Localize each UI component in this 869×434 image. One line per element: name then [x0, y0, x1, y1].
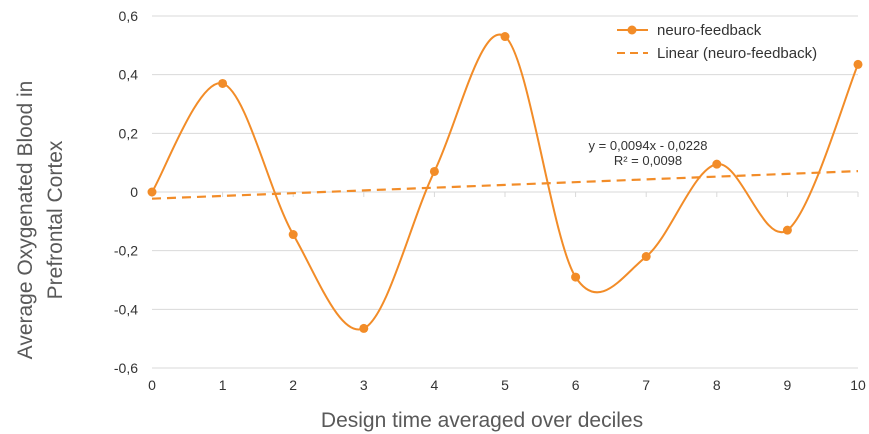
x-tick-label: 2: [289, 377, 297, 393]
x-tick-label: 4: [431, 377, 439, 393]
data-point: [571, 272, 581, 282]
trendline-r-squared: R² = 0,0098: [614, 153, 682, 168]
data-point: [782, 225, 792, 235]
gridlines: [152, 15, 858, 369]
x-tick-label: 10: [850, 377, 866, 393]
y-axis-title-line1: Average Oxygenated Blood in: [14, 81, 37, 360]
x-tick-label: 9: [784, 377, 792, 393]
legend-series-marker: [627, 25, 637, 35]
legend-trendline-label: Linear (neuro-feedback): [657, 45, 817, 62]
y-tick-label: -0,2: [114, 243, 138, 259]
data-point: [853, 59, 863, 69]
x-tick-label: 0: [148, 377, 156, 393]
y-tick-label: 0: [130, 184, 138, 200]
series-layer: [147, 32, 863, 333]
series-line: [151, 33, 859, 331]
legend: neuro-feedback Linear (neuro-feedback): [617, 22, 817, 62]
x-tick-label: 1: [219, 377, 227, 393]
x-tick-label: 8: [713, 377, 721, 393]
y-axis-ticks: 0,6 0,4 0,2 0 -0,2 -0,4 -0,6: [114, 8, 138, 376]
x-tick-label: 3: [360, 377, 368, 393]
x-axis-title: Design time averaged over deciles: [321, 409, 643, 432]
y-axis-title: Average Oxygenated Blood in Prefrontal C…: [14, 81, 67, 360]
y-axis-title-line2: Prefrontal Cortex: [44, 140, 67, 299]
data-point: [500, 32, 510, 42]
data-point: [359, 323, 369, 333]
y-tick-label: -0,4: [114, 301, 138, 317]
data-point: [288, 230, 298, 240]
legend-item-trendline: Linear (neuro-feedback): [617, 45, 817, 62]
x-tick-label: 5: [501, 377, 509, 393]
y-tick-label: 0,4: [119, 67, 139, 83]
data-point: [641, 252, 651, 262]
x-tick-label: 6: [572, 377, 580, 393]
x-axis-ticks: 0 1 2 3 4 5 6 7 8 9 10: [148, 192, 866, 393]
x-tick-label: 7: [642, 377, 650, 393]
data-point: [147, 187, 157, 197]
y-tick-label: -0,6: [114, 360, 138, 376]
trendline-equation: y = 0,0094x - 0,0228: [589, 138, 708, 153]
data-point: [218, 78, 228, 88]
data-point: [429, 166, 439, 176]
legend-series-label: neuro-feedback: [657, 22, 762, 39]
trendline-layer: [151, 170, 859, 200]
y-tick-label: 0,2: [119, 125, 139, 141]
data-point: [712, 159, 722, 169]
y-tick-label: 0,6: [119, 8, 139, 24]
trendline: [151, 170, 859, 200]
legend-item-series: neuro-feedback: [617, 22, 762, 39]
